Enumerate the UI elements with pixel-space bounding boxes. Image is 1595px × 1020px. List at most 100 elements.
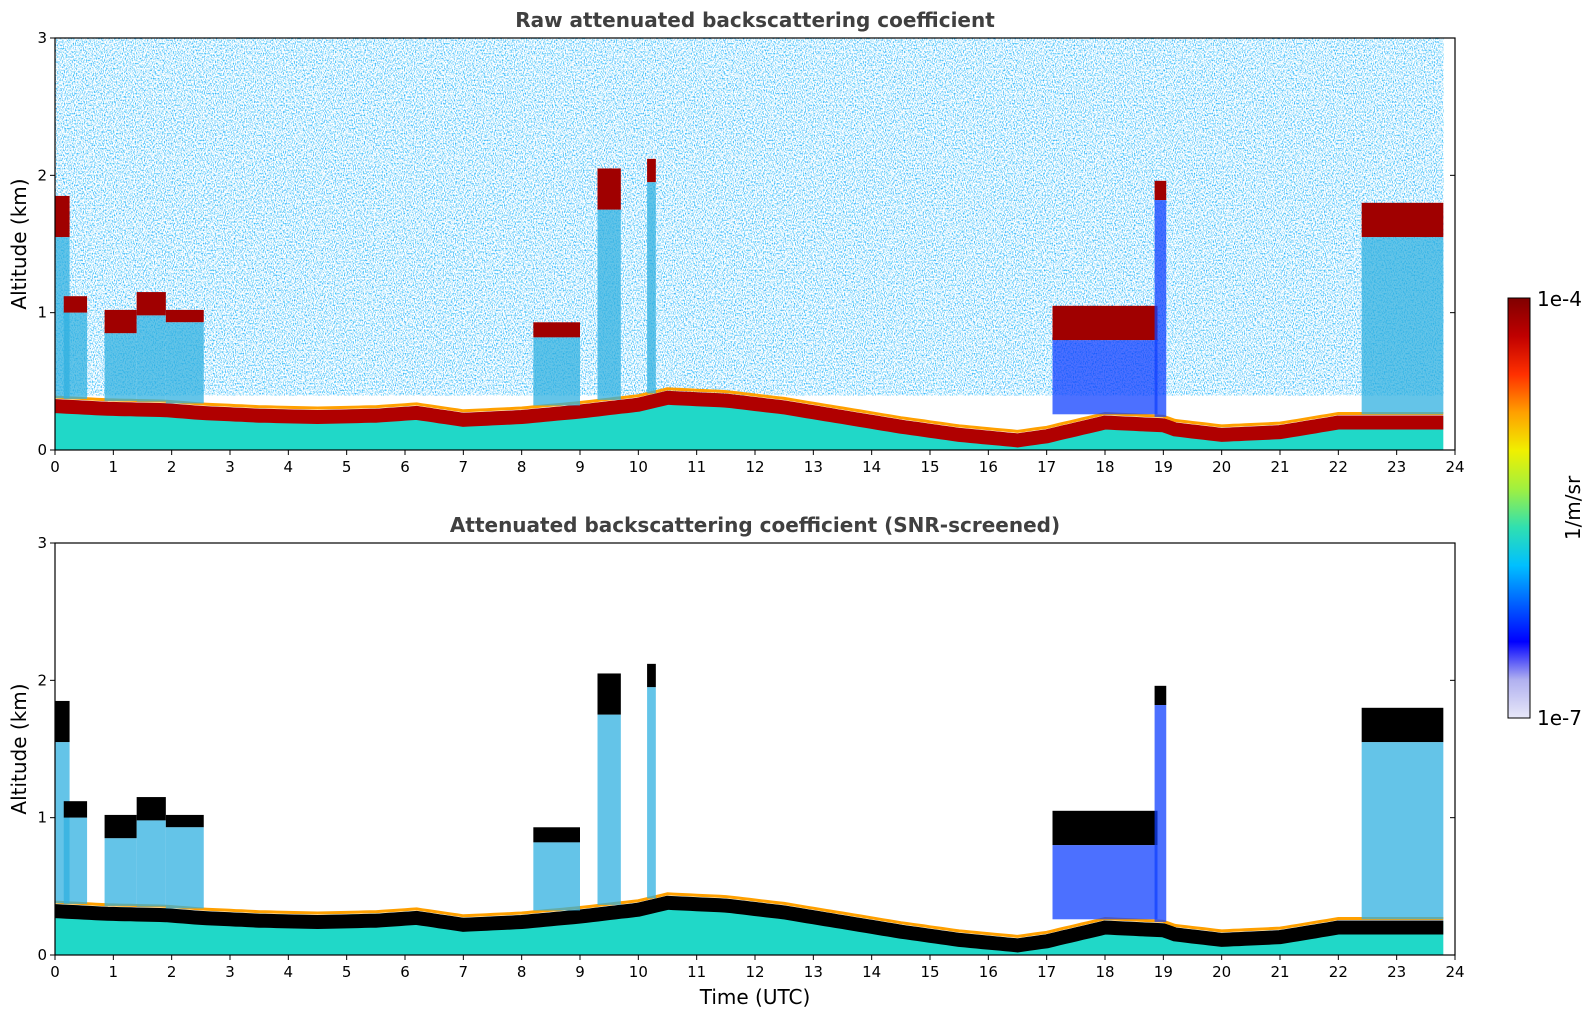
cloud-layer (165, 814, 204, 828)
cloud-layer (165, 309, 204, 323)
colorbar-gradient (1507, 297, 1531, 719)
cloud-virga (647, 182, 656, 394)
x-tick-label: 4 (284, 963, 294, 981)
cloud-virga (1361, 742, 1444, 920)
x-tick-label: 18 (1095, 963, 1114, 981)
x-tick-label: 2 (167, 458, 177, 476)
x-tick-label: 12 (745, 963, 764, 981)
cloud-virga (104, 333, 137, 401)
x-tick-label: 14 (862, 963, 881, 981)
y-tick-label: 2 (37, 166, 47, 184)
x-tick-label: 18 (1095, 458, 1114, 476)
aerosol-layer (55, 895, 1444, 955)
x-tick-label: 6 (400, 458, 410, 476)
x-tick-label: 19 (1154, 963, 1173, 981)
cloud-virga (136, 820, 166, 907)
x-tick-label: 8 (517, 458, 527, 476)
x-tick-label: 15 (920, 458, 939, 476)
y-tick-label: 1 (37, 304, 47, 322)
x-tick-label: 0 (50, 963, 60, 981)
cloud-layer (104, 309, 137, 334)
x-tick-label: 12 (745, 458, 764, 476)
x-tick-label: 24 (1445, 458, 1464, 476)
cloud-layer (55, 195, 70, 238)
x-tick-label: 16 (979, 458, 998, 476)
panel-screened: Attenuated backscattering coefficient (S… (7, 513, 1465, 1009)
cloud-virga (104, 838, 137, 906)
cloud-virga (1154, 705, 1167, 922)
cloud-layer (533, 827, 580, 843)
cloud-layer (63, 296, 88, 313)
boundary-layer-top (55, 895, 1444, 953)
x-tick-label: 17 (1037, 458, 1056, 476)
colorbar: 1e-4 1e-7 1/m/sr (1507, 287, 1585, 730)
cloud-layer (597, 673, 621, 715)
x-tick-label: 2 (167, 963, 177, 981)
x-tick-label: 1 (109, 458, 119, 476)
cloud-virga (165, 322, 204, 404)
cloud-virga (1052, 340, 1158, 415)
x-tick-label: 3 (225, 458, 235, 476)
boundary-layer-top-edge (55, 387, 1444, 433)
y-tick-label: 0 (37, 946, 47, 964)
x-tick-label: 1 (109, 963, 119, 981)
x-tick-label: 7 (459, 458, 469, 476)
panel-screened-ylabel: Altitude (km) (7, 683, 31, 814)
cloud-layer (1361, 202, 1444, 238)
colorbar-units-label: 1/m/sr (1561, 475, 1585, 540)
x-tick-label: 7 (459, 963, 469, 981)
x-tick-label: 11 (687, 458, 706, 476)
x-tick-label: 15 (920, 963, 939, 981)
cloud-layer (136, 797, 166, 821)
cloud-layer (1052, 810, 1158, 846)
y-tick-label: 3 (37, 534, 47, 552)
panel-screened-title: Attenuated backscattering coefficient (S… (450, 513, 1060, 537)
panel-raw-title: Raw attenuated backscattering coefficien… (515, 8, 995, 32)
cloud-layer (597, 168, 621, 210)
x-tick-label: 10 (629, 963, 648, 981)
y-tick-label: 1 (37, 809, 47, 827)
colorbar-min-label: 1e-7 (1537, 706, 1582, 730)
boundary-layer-top-edge (55, 892, 1444, 938)
aerosol-layer (55, 390, 1444, 450)
x-tick-label: 17 (1037, 963, 1056, 981)
x-tick-label: 24 (1445, 963, 1464, 981)
cloud-layer (1154, 685, 1167, 706)
x-tick-label: 0 (50, 458, 60, 476)
x-tick-label: 4 (284, 458, 294, 476)
boundary-layer-top (55, 390, 1444, 448)
noise-speckle (55, 38, 1444, 396)
cloud-layer (136, 292, 166, 316)
panel-raw: Raw attenuated backscattering coefficien… (7, 8, 1465, 476)
x-tick-label: 14 (862, 458, 881, 476)
x-tick-label: 8 (517, 963, 527, 981)
cloud-virga (597, 209, 621, 400)
y-tick-label: 3 (37, 29, 47, 47)
y-tick-label: 2 (37, 671, 47, 689)
x-tick-label: 22 (1329, 963, 1348, 981)
x-tick-label: 13 (804, 458, 823, 476)
cloud-virga (165, 827, 204, 909)
panel-raw-ticks: 0 1 2 3 4 5 6 7 8 9 10 11 12 13 14 15 16 17 18 19 20 21 22 23 24… (37, 29, 1464, 476)
cloud-layer (647, 158, 656, 183)
x-tick-label: 23 (1387, 963, 1406, 981)
x-tick-label: 9 (575, 458, 585, 476)
x-tick-label: 11 (687, 963, 706, 981)
x-tick-label: 21 (1270, 458, 1289, 476)
cloud-virga (597, 714, 621, 905)
panel-raw-heatmap (55, 38, 1444, 450)
cloud-virga (136, 315, 166, 402)
cloud-layer (647, 663, 656, 688)
panel-raw-ylabel: Altitude (km) (7, 178, 31, 309)
x-tick-label: 19 (1154, 458, 1173, 476)
panel-screened-heatmap (55, 663, 1444, 955)
cloud-layer (533, 322, 580, 338)
x-tick-label: 20 (1212, 963, 1231, 981)
cloud-virga (533, 337, 580, 406)
cloud-virga (1052, 845, 1158, 920)
x-tick-label: 21 (1270, 963, 1289, 981)
cloud-virga (1154, 200, 1167, 417)
x-tick-label: 22 (1329, 458, 1348, 476)
x-tick-label: 5 (342, 963, 352, 981)
panel-screened-frame (54, 542, 1456, 956)
